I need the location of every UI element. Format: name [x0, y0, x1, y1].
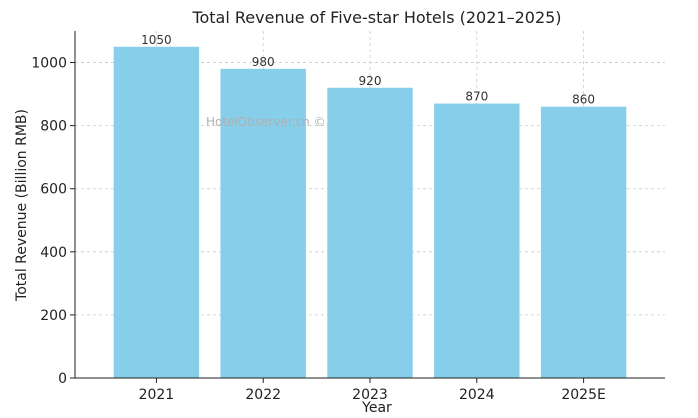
y-axis-label: Total Revenue (Billion RMB) [14, 109, 30, 302]
bar-value-label: 920 [359, 74, 382, 88]
bar [220, 68, 306, 378]
chart-title: Total Revenue of Five-star Hotels (2021–… [191, 8, 561, 27]
bar-value-label: 1050 [141, 33, 172, 47]
x-tick-label: 2023 [352, 387, 388, 403]
bar-value-label: 870 [465, 90, 488, 104]
y-tick-label: 1000 [31, 56, 67, 72]
watermark: HotelObserver.cn © [206, 115, 326, 129]
x-tick-label: 2022 [245, 387, 281, 403]
x-ticks: 2021 2022 2023 2024 2025E [139, 378, 606, 403]
bar [113, 46, 200, 378]
y-tick-label: 0 [58, 371, 67, 387]
bar [540, 106, 627, 378]
bar-value-label: 860 [572, 93, 595, 107]
data-labels: 1050 980 920 870 860 [141, 33, 595, 107]
bar-value-label: 980 [252, 55, 275, 69]
y-ticks: 0 200 400 600 800 1000 [31, 56, 75, 387]
bar [434, 103, 520, 379]
y-tick-label: 200 [40, 308, 67, 324]
y-tick-label: 800 [40, 119, 67, 135]
x-tick-label: 2024 [459, 387, 495, 403]
y-tick-label: 600 [40, 182, 67, 198]
x-tick-label: 2025E [561, 387, 605, 403]
bar [327, 87, 413, 379]
bars [113, 46, 627, 379]
x-tick-label: 2021 [139, 387, 175, 403]
y-tick-label: 400 [40, 245, 67, 261]
x-axis-label: Year [361, 400, 392, 416]
